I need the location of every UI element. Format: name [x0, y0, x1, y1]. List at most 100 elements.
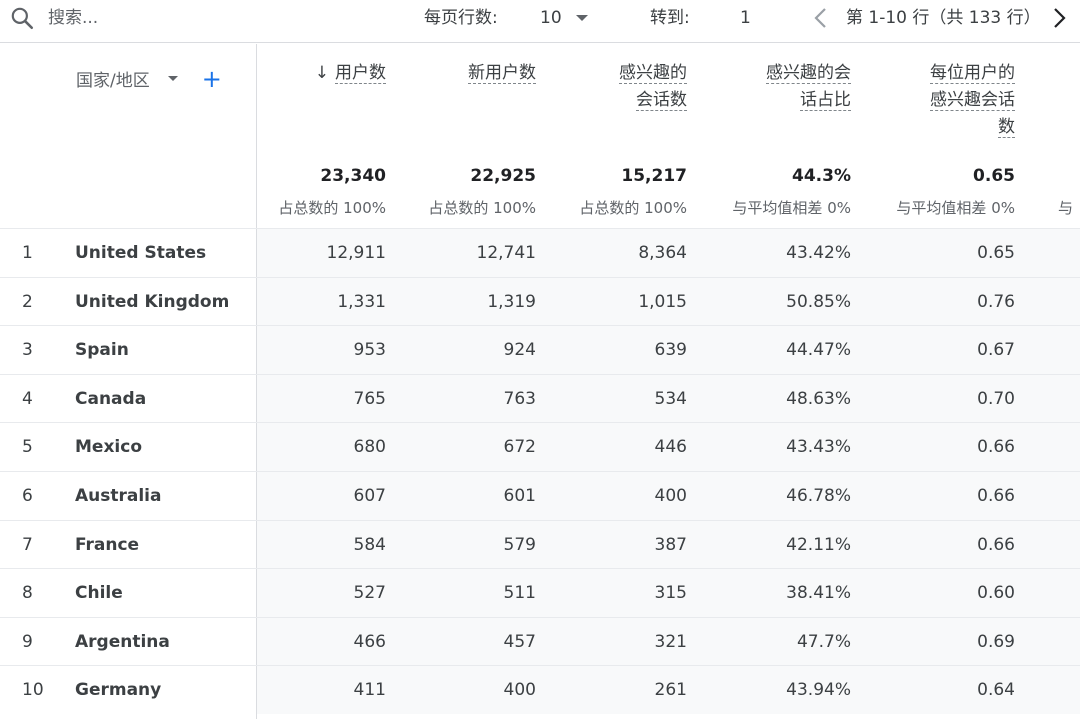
metric-cell: 0.76: [977, 291, 1015, 312]
metric-cell: 0.60: [977, 583, 1015, 604]
row-metric-background: [257, 277, 1080, 326]
column-total: 22,925: [470, 166, 536, 186]
sort-descending-icon[interactable]: ↓: [314, 63, 329, 83]
metric-cell: 0.66: [977, 437, 1015, 458]
dimension-header-label: 国家/地区: [76, 71, 150, 91]
column-header-5[interactable]: 每位用户的 感兴趣会话数: [930, 60, 1015, 141]
row-index: 5: [22, 437, 33, 458]
row-metric-background: [257, 229, 1080, 277]
table-row[interactable]: 6 Australia 607 601 400 46.78% 0.66: [0, 471, 1080, 520]
column-header-label: 用户数: [335, 63, 386, 84]
search-icon[interactable]: [9, 5, 35, 31]
column-header-label: 每位用户的: [930, 63, 1015, 84]
rows-per-page-select[interactable]: 10: [540, 6, 588, 30]
row-metric-background: [257, 520, 1080, 569]
dimension-dropdown-icon[interactable]: [167, 76, 178, 81]
metric-cell: 261: [654, 680, 687, 701]
metric-cell: 466: [353, 631, 386, 652]
row-index: 8: [22, 583, 33, 604]
column-total-subtext: 占总数的 100%: [579, 199, 687, 217]
metric-cell: 601: [503, 486, 536, 506]
rows-per-page-value: 10: [540, 8, 562, 28]
column-total-subtext: 占总数的 100%: [278, 199, 386, 217]
column-header-1[interactable]: ↓ 用户数: [315, 60, 386, 87]
metric-cell: 8,364: [638, 243, 687, 263]
metric-cell: 765: [353, 388, 386, 409]
country-name[interactable]: Canada: [75, 388, 147, 409]
metric-cell: 315: [654, 583, 687, 604]
country-name[interactable]: France: [75, 534, 140, 555]
chevron-down-icon: [575, 15, 588, 21]
table-row[interactable]: 2 United Kingdom 1,331 1,319 1,015 50.85% 0.76: [0, 276, 1080, 326]
row-index: 6: [22, 486, 33, 506]
row-index: 4: [22, 388, 33, 409]
country-name[interactable]: Mexico: [75, 437, 142, 458]
column-total: 0.65: [973, 166, 1015, 186]
column-header-4[interactable]: 感兴趣的会话占比: [766, 60, 851, 114]
metric-cell: 0.65: [977, 243, 1015, 263]
prev-page-icon[interactable]: [810, 4, 832, 32]
row-index: 1: [22, 243, 33, 263]
rows-per-page-label: 每页行数:: [424, 8, 498, 28]
metric-cell: 47.7%: [796, 631, 851, 652]
metric-cell: 50.85%: [786, 291, 851, 312]
country-name[interactable]: Germany: [75, 680, 162, 701]
table-row[interactable]: 4 Canada 765 763 534 48.63% 0.70: [0, 373, 1080, 423]
metric-cell: 0.70: [977, 388, 1015, 409]
metric-cell: 924: [503, 340, 536, 361]
table-row[interactable]: 3 Spain 953 924 639 44.47% 0.67: [0, 325, 1080, 375]
search-input[interactable]: [48, 6, 248, 30]
metric-cell: 411: [353, 680, 386, 701]
country-name[interactable]: United Kingdom: [75, 291, 230, 312]
metric-cell: 0.64: [977, 680, 1015, 701]
table-row[interactable]: 7 France 584 579 387 42.11% 0.66: [0, 519, 1080, 569]
table-row[interactable]: 9 Argentina 466 457 321 47.7% 0.69: [0, 616, 1080, 666]
column-total-subtext-cutoff: 与: [1058, 199, 1074, 217]
column-total-subtext: 与平均值相差 0%: [732, 199, 851, 217]
add-dimension-icon[interactable]: +: [201, 64, 222, 93]
metric-cell: 672: [503, 437, 536, 458]
metric-cell: 43.42%: [786, 243, 851, 263]
column-header-label: 感兴趣的: [619, 63, 687, 84]
column-header-3[interactable]: 感兴趣的 会话数: [619, 60, 687, 114]
metric-cell: 43.94%: [786, 680, 851, 701]
column-header-label: 话占比: [800, 90, 851, 111]
next-page-icon[interactable]: [1048, 4, 1070, 32]
metric-cell: 0.66: [977, 486, 1015, 506]
metric-cell: 0.69: [977, 631, 1015, 652]
metric-cell: 43.43%: [786, 437, 851, 458]
column-total-subtext: 与平均值相差 0%: [896, 199, 1015, 217]
table-row[interactable]: 1 United States 12,911 12,741 8,364 43.42% 0.6…: [0, 228, 1080, 277]
metric-cell: 0.67: [977, 340, 1015, 361]
row-metric-background: [257, 666, 1080, 715]
row-index: 3: [22, 340, 33, 361]
column-total: 23,340: [320, 166, 386, 186]
country-name[interactable]: Australia: [75, 486, 162, 506]
table-row[interactable]: 5 Mexico 680 672 446 43.43% 0.66: [0, 422, 1080, 472]
dimension-column-divider: [256, 44, 257, 719]
row-metric-background: [257, 569, 1080, 618]
dimension-header[interactable]: 国家/地区 +: [76, 64, 222, 93]
metric-cell: 1,015: [638, 291, 687, 312]
country-name[interactable]: Argentina: [75, 631, 170, 652]
row-metric-background: [257, 374, 1080, 423]
metric-cell: 0.66: [977, 534, 1015, 555]
metric-cell: 607: [353, 486, 386, 506]
metric-cell: 1,319: [487, 291, 536, 312]
table-row[interactable]: 8 Chile 527 511 315 38.41% 0.60: [0, 568, 1080, 618]
country-name[interactable]: Spain: [75, 340, 129, 361]
metric-cell: 584: [353, 534, 386, 555]
column-header-2[interactable]: 新用户数: [468, 60, 536, 87]
column-header-label: 数: [998, 117, 1015, 138]
table-row[interactable]: 10 Germany 411 400 261 43.94% 0.64: [0, 665, 1080, 715]
metric-cell: 511: [503, 583, 536, 604]
country-name[interactable]: United States: [75, 243, 207, 263]
page-range-text: 第 1-10 行（共 133 行）: [846, 8, 1041, 28]
metric-cell: 12,911: [326, 243, 386, 263]
country-name[interactable]: Chile: [75, 583, 123, 604]
table-toolbar: 每页行数: 10 转到: 第 1-10 行（共 133 行）: [0, 0, 1080, 40]
metric-cell: 457: [503, 631, 536, 652]
column-header-label: 感兴趣的会: [766, 63, 851, 84]
row-index: 7: [22, 534, 33, 555]
goto-page-input[interactable]: [740, 6, 780, 30]
